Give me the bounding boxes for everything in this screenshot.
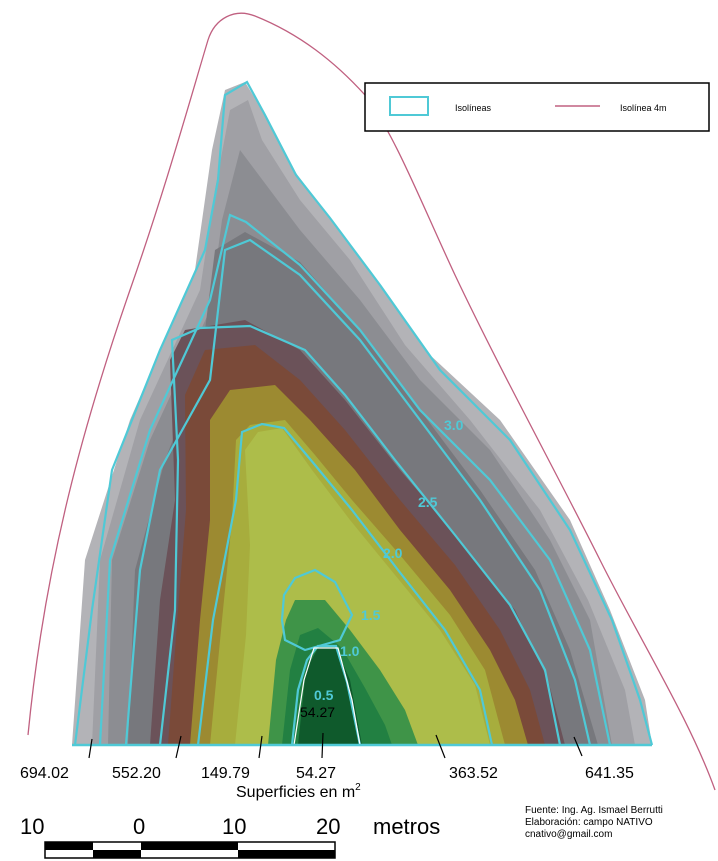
scale-tick-10-left: 10 [20, 814, 44, 839]
scale-tick-0: 0 [133, 814, 145, 839]
depth-zones [72, 82, 652, 745]
isoline-outer [73, 80, 654, 746]
contour-label-1-5: 1.5 [361, 607, 381, 623]
legend-polygon-swatch [389, 96, 429, 116]
area-value-149: 149.79 [201, 765, 250, 782]
isolines [73, 80, 654, 746]
area-value-552: 552.20 [112, 765, 161, 782]
area-value-54: 54.27 [296, 765, 336, 782]
credit-source: Fuente: Ing. Ag. Ismael Berrutti [525, 805, 663, 816]
isoline-innermost [293, 647, 361, 746]
legend: Isolíneas Isolínea 4m [364, 82, 710, 132]
contour-labels: 3.0 2.5 2.0 1.5 1.0 0.5 [314, 417, 464, 703]
credit-email: cnativo@gmail.com [525, 829, 612, 840]
isoline-3-0 [98, 213, 612, 746]
legend-line-label: Isolínea 4m [620, 103, 667, 113]
scale-bar: 10 0 10 20 metros [20, 814, 440, 859]
area-leader-lines [88, 732, 583, 759]
scale-tick-20: 20 [316, 814, 340, 839]
isoline-2-5 [124, 238, 592, 746]
credits: Fuente: Ing. Ag. Ismael Berrutti Elabora… [525, 805, 663, 840]
area-title: Superficies en m2 [236, 782, 361, 801]
isoline-4m-boundary [27, 12, 716, 791]
scale-tick-10: 10 [222, 814, 246, 839]
contour-label-0-5: 0.5 [314, 687, 334, 703]
area-value-641: 641.35 [585, 765, 634, 782]
legend-polygon-label: Isolíneas [455, 103, 492, 113]
area-values: 694.02 552.20 149.79 54.27 363.52 641.35 [20, 765, 634, 782]
legend-box [364, 82, 710, 132]
contour-label-2-0: 2.0 [383, 545, 403, 561]
isoline-1-0 [280, 568, 354, 652]
credit-elaboration: Elaboración: campo NATIVO [525, 817, 653, 828]
contour-label-3-0: 3.0 [444, 417, 464, 433]
area-value-363: 363.52 [449, 765, 498, 782]
scale-unit: metros [373, 814, 440, 839]
isoline-1-5 [196, 422, 494, 746]
contour-label-2-5: 2.5 [418, 494, 438, 510]
area-value-694: 694.02 [20, 765, 69, 782]
isoline-2-0 [158, 324, 562, 746]
contour-label-1-0: 1.0 [340, 643, 360, 659]
inner-area-value: 54.27 [300, 704, 335, 720]
zone-05 [298, 648, 362, 745]
